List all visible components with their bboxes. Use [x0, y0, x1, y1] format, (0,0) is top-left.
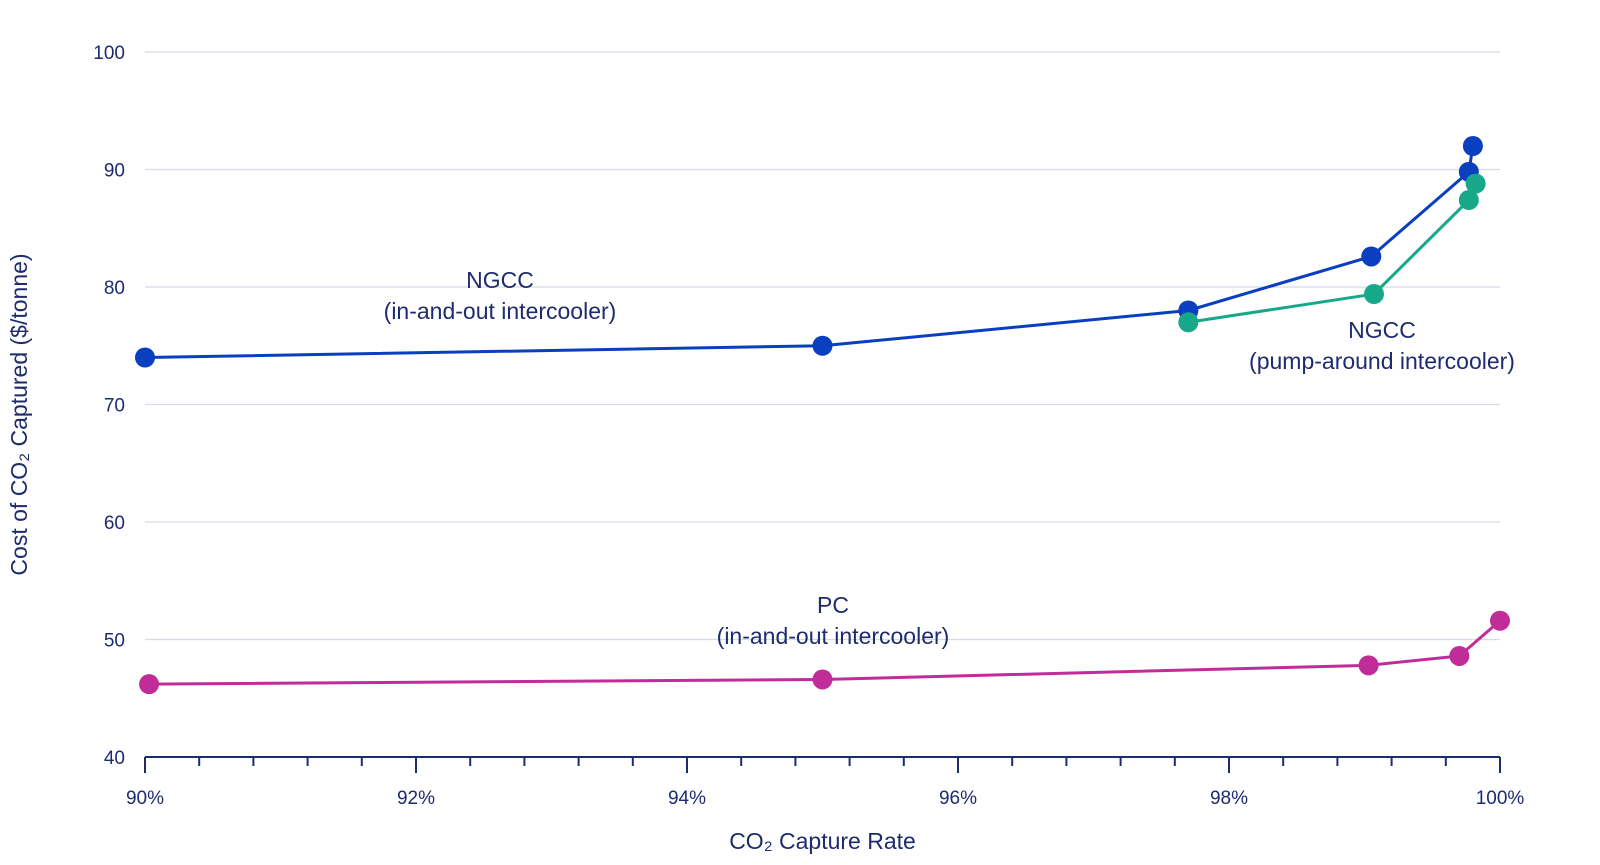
series-line [144, 145, 1475, 359]
y-tick-label: 60 [104, 513, 125, 534]
data-point [812, 335, 833, 356]
y-tick-label: 90 [104, 161, 125, 182]
series-labels: NGCC (in-and-out intercooler) NGCC (pump-ar… [384, 267, 1515, 649]
data-point [1178, 312, 1199, 333]
series-label: NGCC [1348, 317, 1416, 343]
axes: 40 50 60 70 80 90 100 90% 92% 94% 96% 98% 100% [93, 43, 1524, 809]
x-tick-label: 92% [397, 788, 435, 809]
x-axis-title: CO₂ Capture Rate [729, 828, 916, 854]
series-label: (in-and-out intercooler) [384, 298, 617, 324]
y-tick-label: 40 [104, 748, 125, 769]
data-point [812, 669, 833, 690]
y-tick-label: 50 [104, 631, 125, 652]
series [135, 136, 1510, 695]
x-tick-label: 100% [1476, 788, 1525, 809]
y-axis-title: Cost of CO₂ Captured ($/tonne) [6, 253, 32, 575]
data-point [1490, 610, 1510, 631]
x-tick-label: 98% [1210, 788, 1248, 809]
y-tick-label: 80 [104, 278, 125, 299]
x-tick-label: 96% [939, 788, 977, 809]
series-label: NGCC [466, 267, 534, 293]
data-point [1361, 246, 1382, 267]
series-label: (pump-around intercooler) [1249, 348, 1515, 374]
grid-lines [145, 51, 1500, 641]
data-point [1465, 173, 1486, 194]
data-point [1363, 284, 1384, 305]
series-label: (in-and-out intercooler) [717, 623, 950, 649]
data-point [139, 674, 160, 695]
x-tick-label: 90% [126, 788, 164, 809]
series-label: PC [817, 592, 849, 618]
data-point [1462, 136, 1483, 156]
data-point [1458, 190, 1479, 211]
y-tick-label: 100 [93, 43, 125, 64]
x-tick-label: 94% [668, 788, 706, 809]
data-point [1449, 645, 1470, 666]
data-point [1358, 655, 1379, 676]
data-point [135, 347, 155, 368]
y-tick-label: 70 [104, 396, 125, 417]
